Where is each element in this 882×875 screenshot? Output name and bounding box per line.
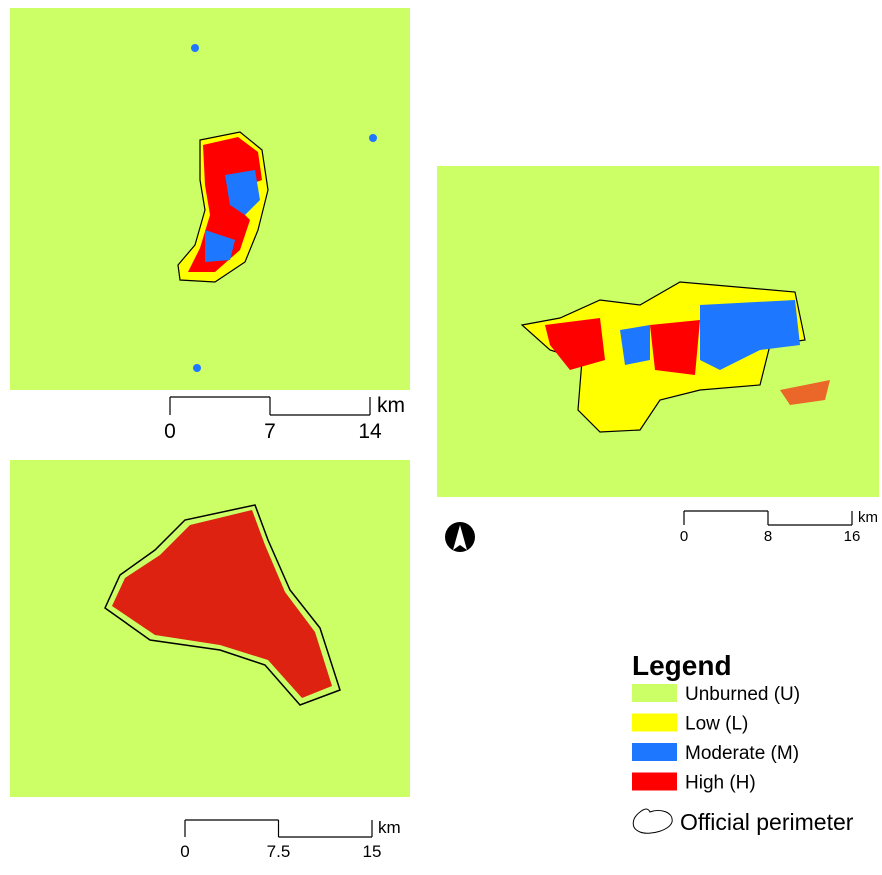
scale-label: 8 xyxy=(764,528,772,545)
scale-label: 14 xyxy=(358,420,382,443)
scale-label: 7 xyxy=(264,420,276,443)
map-panel xyxy=(437,166,879,497)
burn-spot xyxy=(369,134,377,142)
scale-unit: km xyxy=(378,818,401,837)
legend-swatch xyxy=(632,773,677,791)
legend-swatch xyxy=(632,714,677,732)
scale-label: 7.5 xyxy=(267,842,291,861)
scale-unit: km xyxy=(377,394,405,417)
scale-label: 16 xyxy=(844,528,861,545)
scale-label: 15 xyxy=(363,842,382,861)
scale-label: 0 xyxy=(180,842,189,861)
legend-label: Official perimeter xyxy=(680,809,854,835)
legend-label: Low (L) xyxy=(685,714,748,735)
legend-swatch xyxy=(632,743,677,761)
scale-bar: 0 7 14 km xyxy=(164,394,405,443)
legend-title: Legend xyxy=(632,650,732,681)
scale-unit: km xyxy=(858,509,878,526)
north-arrow xyxy=(445,522,475,552)
burn-spot xyxy=(191,44,199,52)
legend-swatch xyxy=(632,684,677,702)
perimeter-icon xyxy=(633,809,672,833)
map-panel xyxy=(10,8,410,390)
scale-label: 0 xyxy=(164,420,176,443)
scale-bar: 0 8 16 km xyxy=(680,509,878,545)
legend-label: Moderate (M) xyxy=(685,743,799,764)
figure: Legend Official perimeter Unburned (U) Lo… xyxy=(0,0,882,870)
legend-label: Unburned (U) xyxy=(685,684,800,705)
scale-label: 0 xyxy=(680,528,688,545)
legend: Legend Official perimeter Unburned (U) Lo… xyxy=(632,650,854,835)
scale-bar: 0 7.5 15 km xyxy=(180,818,400,861)
legend-label: High (H) xyxy=(685,773,756,794)
burn-spot xyxy=(193,364,201,372)
map-panel xyxy=(10,460,410,797)
